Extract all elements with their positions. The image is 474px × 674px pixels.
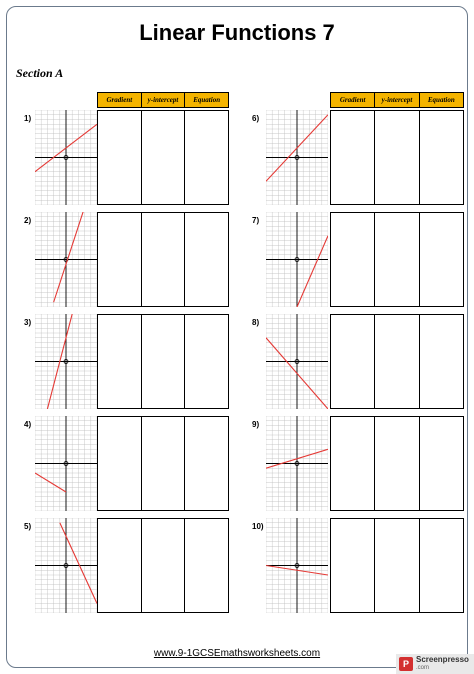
equation-answer-cell[interactable] xyxy=(185,213,228,306)
equation-answer-cell[interactable] xyxy=(185,315,228,408)
section-heading: Section A xyxy=(16,66,64,80)
gradient-answer-cell[interactable] xyxy=(331,519,376,612)
answer-header-right: Gradient y-intercept Equation xyxy=(330,92,464,108)
origin-marker xyxy=(294,461,300,466)
answer-header-left: Gradient y-intercept Equation xyxy=(97,92,229,108)
origin-marker xyxy=(294,257,300,262)
gradient-answer-cell[interactable] xyxy=(98,519,142,612)
y-intercept-answer-cell[interactable] xyxy=(142,519,186,612)
answer-row xyxy=(330,110,464,205)
y-intercept-answer-cell[interactable] xyxy=(375,315,420,408)
answer-row xyxy=(97,314,229,409)
function-line xyxy=(46,314,73,409)
y-intercept-answer-cell[interactable] xyxy=(142,111,186,204)
coordinate-graph xyxy=(35,314,97,409)
function-line xyxy=(266,114,328,182)
y-intercept-answer-cell[interactable] xyxy=(142,213,186,306)
coordinate-graph xyxy=(35,212,97,307)
gradient-answer-cell[interactable] xyxy=(331,111,376,204)
header-equation: Equation xyxy=(193,95,221,104)
function-line xyxy=(35,123,97,173)
question-number: 2) xyxy=(24,216,32,225)
header-y-intercept: y-intercept xyxy=(375,93,420,107)
answer-row xyxy=(97,416,229,511)
function-line xyxy=(266,448,328,469)
function-line xyxy=(53,212,84,303)
coordinate-graph xyxy=(35,416,97,511)
origin-marker xyxy=(294,359,300,364)
answer-row xyxy=(97,110,229,205)
origin-marker xyxy=(294,563,300,568)
header-gradient: Gradient xyxy=(331,93,376,107)
y-intercept-answer-cell[interactable] xyxy=(375,519,420,612)
y-intercept-answer-cell[interactable] xyxy=(375,111,420,204)
equation-answer-cell[interactable] xyxy=(420,213,463,306)
origin-marker xyxy=(63,359,69,364)
function-line xyxy=(35,472,67,493)
equation-answer-cell[interactable] xyxy=(185,111,228,204)
coordinate-graph xyxy=(266,212,328,307)
equation-answer-cell[interactable] xyxy=(185,417,228,510)
equation-answer-cell[interactable] xyxy=(420,417,463,510)
answer-row xyxy=(330,314,464,409)
function-line xyxy=(266,564,328,576)
y-intercept-answer-cell[interactable] xyxy=(142,417,186,510)
function-line xyxy=(59,522,97,604)
answer-row xyxy=(330,416,464,511)
coordinate-graph xyxy=(266,110,328,205)
watermark-sub: .com xyxy=(416,665,430,671)
coordinate-graph xyxy=(35,518,97,613)
equation-answer-cell[interactable] xyxy=(420,111,463,204)
gradient-answer-cell[interactable] xyxy=(98,417,142,510)
coordinate-graph xyxy=(266,416,328,511)
gradient-answer-cell[interactable] xyxy=(331,417,376,510)
function-line xyxy=(296,235,328,307)
screenpresso-logo: P xyxy=(399,657,413,671)
screenpresso-watermark: P Screenpresso .com xyxy=(396,654,474,674)
question-number: 7) xyxy=(252,216,260,225)
question-number: 3) xyxy=(24,318,32,327)
question-number: 4) xyxy=(24,420,32,429)
coordinate-graph xyxy=(266,518,328,613)
gradient-answer-cell[interactable] xyxy=(98,315,142,408)
coordinate-graph xyxy=(266,314,328,409)
answer-row xyxy=(97,518,229,613)
footer-link[interactable]: www.9-1GCSEmathsworksheets.com xyxy=(153,648,321,659)
function-line xyxy=(266,337,328,409)
question-number: 9) xyxy=(252,420,260,429)
answer-row xyxy=(97,212,229,307)
gradient-answer-cell[interactable] xyxy=(331,213,376,306)
gradient-answer-cell[interactable] xyxy=(98,111,142,204)
question-number: 6) xyxy=(252,114,260,123)
answer-row xyxy=(330,212,464,307)
question-number: 1) xyxy=(24,114,32,123)
origin-marker xyxy=(63,461,69,466)
gradient-answer-cell[interactable] xyxy=(98,213,142,306)
watermark-name: Screenpresso xyxy=(416,655,469,664)
answer-row xyxy=(330,518,464,613)
header-gradient: Gradient xyxy=(98,93,142,107)
gradient-answer-cell[interactable] xyxy=(331,315,376,408)
y-intercept-answer-cell[interactable] xyxy=(375,213,420,306)
question-number: 10) xyxy=(252,522,264,531)
header-y-intercept: y-intercept xyxy=(142,93,186,107)
coordinate-graph xyxy=(35,110,97,205)
question-number: 5) xyxy=(24,522,32,531)
equation-answer-cell[interactable] xyxy=(185,519,228,612)
equation-answer-cell[interactable] xyxy=(420,315,463,408)
origin-marker xyxy=(63,155,69,160)
header-equation: Equation xyxy=(427,95,455,104)
page-title: Linear Functions 7 xyxy=(139,20,335,45)
origin-marker xyxy=(63,563,69,568)
origin-marker xyxy=(294,155,300,160)
question-number: 8) xyxy=(252,318,260,327)
y-intercept-answer-cell[interactable] xyxy=(375,417,420,510)
equation-answer-cell[interactable] xyxy=(420,519,463,612)
y-intercept-answer-cell[interactable] xyxy=(142,315,186,408)
